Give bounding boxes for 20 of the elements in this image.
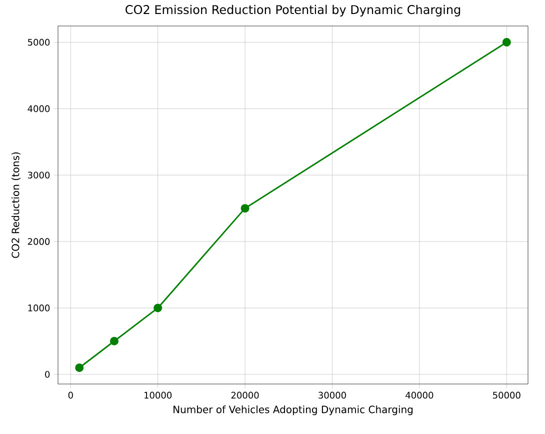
x-tick-label: 0 [68, 392, 73, 399]
x-axis-title: Number of Vehicles Adopting Dynamic Charging [174, 405, 413, 416]
point [240, 204, 250, 213]
y-axis-title: CO2 Reduction (tons) [12, 152, 20, 258]
chart-title: CO2 Emission Reduction Potential by Dynamic Charging [126, 4, 460, 16]
point [75, 363, 84, 372]
x-tick-label: 40000 [406, 392, 434, 399]
y-tick-label: 3000 [28, 172, 50, 179]
x-tick-label: 30000 [318, 392, 346, 399]
x-tick-label: 10000 [144, 392, 172, 399]
x-tick-label: 50000 [493, 392, 520, 399]
y-tick-label: 4000 [28, 105, 50, 112]
point [154, 304, 162, 312]
x-tick-label: 20000 [231, 392, 259, 399]
y-tick-label: 2000 [28, 238, 50, 245]
point [110, 336, 118, 346]
y-tick-label: 0 [45, 370, 50, 378]
point [502, 38, 511, 47]
y-tick-label: 5000 [28, 38, 50, 46]
y-tick-label: 1000 [28, 304, 50, 312]
